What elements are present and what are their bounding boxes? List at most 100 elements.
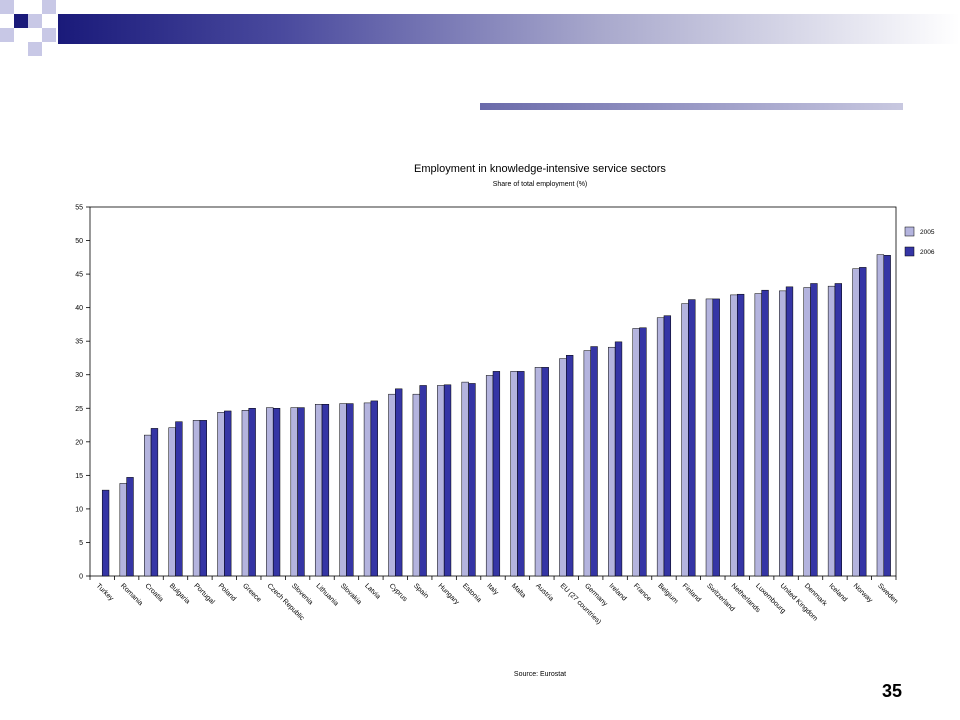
- bar-2006-malta: [517, 371, 525, 577]
- y-tick-label: 45: [75, 272, 83, 279]
- legend-label-2005: 2005: [920, 229, 935, 236]
- bar-2005-luxembourg: [754, 293, 762, 577]
- bar-2005-czech-republic: [266, 407, 274, 577]
- page-number: 35: [881, 681, 902, 701]
- bar-2006-cyprus: [395, 388, 403, 577]
- y-tick-label: 5: [79, 540, 83, 547]
- bar-2005-netherlands: [730, 294, 738, 577]
- bar-2005-eu-27-countries-: [559, 358, 567, 577]
- bar-2006-latvia: [370, 400, 378, 577]
- y-tick-label: 30: [75, 372, 83, 379]
- bar-2006-spain: [419, 385, 427, 577]
- x-tick-label: Italy: [485, 582, 499, 596]
- bar-2006-ireland: [614, 341, 623, 577]
- bar-2005-france: [632, 328, 640, 577]
- bar-2005-malta: [510, 371, 518, 577]
- bar-2005-estonia: [461, 381, 469, 577]
- bar-2006-france: [639, 327, 647, 577]
- bar-2006-poland: [224, 410, 232, 577]
- bar-2006-united-kingdom: [785, 286, 794, 577]
- bar-2006-bulgaria: [175, 421, 183, 577]
- x-tick-label: Romania: [119, 582, 144, 607]
- bar-2005-finland: [681, 303, 689, 577]
- bar-2006-slovakia: [346, 403, 354, 577]
- bar-2005-ireland: [608, 346, 616, 577]
- x-tick-label: Belgium: [656, 582, 679, 605]
- x-tick-label: Malta: [510, 582, 527, 599]
- x-tick-label: Turkey: [95, 582, 115, 602]
- x-tick-label: Spain: [412, 582, 430, 600]
- x-tick-label: Norway: [852, 582, 874, 604]
- bar-2006-finland: [688, 299, 696, 577]
- bar-2005-croatia: [144, 434, 152, 577]
- bar-2005-cyprus: [388, 393, 396, 577]
- bar-2005-norway: [852, 268, 860, 577]
- bar-2005-united-kingdom: [779, 290, 787, 577]
- bar-2005-austria: [534, 367, 543, 577]
- x-tick-label: Bulgaria: [168, 582, 191, 605]
- bar-2005-latvia: [363, 402, 372, 577]
- y-tick-label: 10: [75, 506, 83, 513]
- bar-2006-turkey: [101, 489, 110, 577]
- bar-2006-slovenia: [297, 407, 305, 577]
- bar-2005-bulgaria: [168, 427, 176, 577]
- y-tick-label: 55: [75, 205, 83, 212]
- x-tick-label: Denmark: [803, 582, 828, 607]
- bar-2006-estonia: [468, 383, 476, 577]
- x-tick-label: Slovenia: [290, 582, 314, 606]
- x-tick-label: Hungary: [437, 582, 461, 606]
- bar-2005-denmark: [803, 287, 811, 577]
- bar-2005-germany: [583, 350, 591, 577]
- bar-2006-switzerland: [712, 298, 720, 577]
- bar-2006-norway: [859, 267, 867, 577]
- bar-2005-lithuania: [314, 403, 323, 577]
- bar-2005-slovenia: [290, 407, 298, 577]
- x-tick-label: Finland: [681, 582, 702, 603]
- y-tick-label: 25: [75, 406, 83, 413]
- bar-2006-germany: [590, 346, 598, 577]
- bar-2006-netherlands: [736, 293, 745, 577]
- bar-2005-greece: [241, 410, 250, 577]
- x-tick-label: Lithuania: [314, 582, 339, 607]
- bar-2006-denmark: [810, 283, 818, 577]
- bar-2005-switzerland: [705, 298, 714, 577]
- decorative-squares-logo: [0, 0, 56, 56]
- bar-2005-romania: [119, 483, 127, 577]
- bar-2006-eu-27-countries-: [566, 355, 574, 577]
- bar-2006-luxembourg: [761, 289, 769, 577]
- x-tick-label: France: [632, 582, 652, 602]
- x-tick-label: Austria: [534, 582, 554, 602]
- legend-swatch-2005: [904, 226, 915, 237]
- x-tick-label: Sweden: [876, 582, 899, 605]
- bar-2006-sweden: [883, 255, 891, 577]
- y-tick-label: 0: [79, 574, 83, 581]
- bar-2006-hungary: [443, 384, 452, 577]
- bar-2005-italy: [485, 375, 494, 577]
- bar-2006-croatia: [150, 428, 159, 577]
- bar-2005-sweden: [876, 254, 885, 577]
- bar-2006-austria: [541, 367, 549, 577]
- x-tick-label: Iceland: [827, 582, 848, 603]
- y-tick-label: 15: [75, 473, 83, 480]
- x-tick-label: Germany: [583, 582, 609, 608]
- bar-2006-romania: [126, 477, 134, 577]
- bar-2006-lithuania: [321, 403, 330, 577]
- chart-title: Employment in knowledge-intensive servic…: [414, 163, 666, 175]
- y-tick-label: 40: [75, 305, 83, 312]
- bar-2005-slovakia: [339, 403, 347, 577]
- chart-subtitle: Share of total employment (%): [493, 181, 588, 188]
- bar-2006-portugal: [199, 420, 207, 577]
- bar-2006-czech-republic: [272, 408, 281, 577]
- bar-2005-hungary: [437, 385, 445, 577]
- chart-source: Source: Eurostat: [514, 671, 566, 678]
- x-tick-label: Estonia: [461, 582, 483, 604]
- bar-2006-iceland: [834, 283, 842, 577]
- bar-2006-italy: [492, 371, 501, 577]
- bar-2005-spain: [412, 393, 420, 577]
- bar-2006-belgium: [663, 315, 672, 577]
- y-tick-label: 20: [75, 439, 83, 446]
- y-tick-label: 35: [75, 339, 83, 346]
- x-tick-label: Croatia: [143, 582, 164, 603]
- x-tick-label: Slovakia: [339, 582, 363, 606]
- x-tick-label: Ireland: [607, 582, 627, 602]
